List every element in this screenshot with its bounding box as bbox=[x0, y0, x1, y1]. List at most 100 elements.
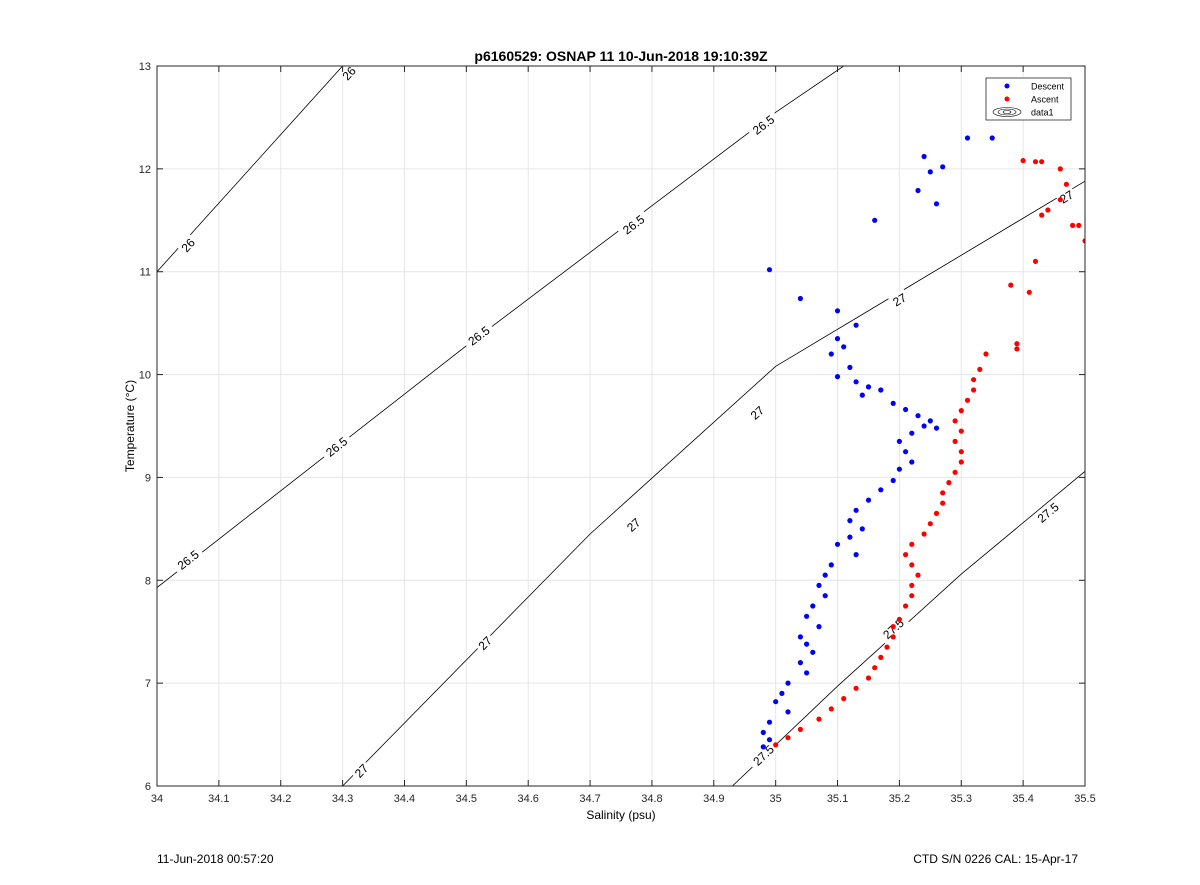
contour-label-text: 27 bbox=[1057, 187, 1076, 206]
y-tick-label: 7 bbox=[145, 678, 151, 690]
contour-label: 26 bbox=[337, 66, 361, 85]
descent-point bbox=[896, 466, 903, 472]
y-tick-label: 10 bbox=[139, 370, 151, 382]
descent-point bbox=[872, 217, 878, 223]
density-contours: 262626.526.526.526.526.527272727272727.5… bbox=[157, 66, 1085, 786]
descent-point bbox=[896, 438, 903, 444]
contour-label-text: 27 bbox=[476, 633, 496, 653]
x-tick-label: 34.9 bbox=[703, 793, 724, 805]
y-tick-label: 8 bbox=[145, 575, 151, 587]
contour-label-bg bbox=[170, 544, 205, 576]
ascent-point bbox=[952, 438, 958, 444]
ascent-point bbox=[773, 742, 779, 748]
x-tick-label: 35.1 bbox=[827, 793, 848, 805]
ascent-point bbox=[921, 531, 927, 537]
ascent-point bbox=[872, 665, 878, 671]
descent-point bbox=[841, 344, 847, 350]
ascent-point bbox=[971, 387, 977, 393]
ascent-point bbox=[909, 582, 915, 589]
ascent-point bbox=[977, 366, 983, 372]
contour-label-text: 27 bbox=[624, 515, 644, 535]
descent-point bbox=[797, 295, 804, 302]
x-tick-label: 35.5 bbox=[1074, 793, 1095, 805]
descent-point bbox=[853, 322, 859, 328]
descent-point bbox=[828, 562, 834, 568]
ascent-point bbox=[890, 624, 896, 630]
descent-point bbox=[834, 374, 841, 380]
descent-point bbox=[797, 634, 804, 640]
descent-point bbox=[933, 201, 940, 207]
ascent-point bbox=[828, 706, 834, 712]
descent-point bbox=[760, 729, 766, 736]
descent-point bbox=[760, 744, 766, 750]
ascent-point bbox=[958, 449, 964, 455]
descent-point bbox=[909, 430, 915, 436]
descent-point bbox=[878, 487, 884, 493]
x-tick-label: 34.5 bbox=[456, 793, 477, 805]
legend: Descent Ascent data1 bbox=[985, 77, 1072, 121]
ascent-point bbox=[1032, 159, 1039, 165]
ascent-point bbox=[884, 644, 890, 650]
descent-point bbox=[865, 384, 872, 390]
descent-point bbox=[921, 153, 927, 160]
ascent-point bbox=[915, 572, 921, 578]
ascent-point bbox=[1082, 238, 1085, 244]
ascent-point bbox=[940, 500, 946, 506]
ascent-point bbox=[940, 490, 946, 496]
ascent-point bbox=[1063, 181, 1069, 187]
contour-label-text: 27 bbox=[748, 403, 768, 423]
contour-label-bg bbox=[337, 66, 361, 85]
contour-label-bg bbox=[745, 401, 769, 424]
ascent-point bbox=[933, 510, 940, 516]
descent-point bbox=[909, 459, 915, 465]
ascent-point bbox=[1014, 346, 1020, 352]
descent-point bbox=[797, 660, 804, 666]
ascent-point bbox=[1008, 282, 1014, 288]
ascent-point bbox=[909, 541, 915, 547]
x-tick-label: 34.6 bbox=[517, 793, 538, 805]
ascent-point bbox=[896, 616, 903, 623]
ascent-point bbox=[797, 726, 804, 733]
footer-timestamp: 11-Jun-2018 00:57:20 bbox=[157, 852, 274, 866]
contour-label-bg bbox=[319, 431, 354, 462]
legend-ascent-marker bbox=[1004, 96, 1010, 102]
y-tick-label: 11 bbox=[140, 267, 151, 279]
descent-point bbox=[964, 135, 971, 141]
chart-title: p6160529: OSNAP 11 10-Jun-2018 19:10:39Z bbox=[474, 48, 768, 64]
descent-point bbox=[785, 680, 791, 686]
axes-frame bbox=[156, 65, 1086, 787]
descent-point bbox=[890, 400, 896, 406]
descent-point bbox=[834, 336, 841, 342]
ascent-point bbox=[841, 696, 847, 702]
ascent-point bbox=[952, 469, 958, 475]
contour-label: 27 bbox=[888, 288, 911, 311]
ascent-point bbox=[1039, 159, 1045, 165]
data-points bbox=[760, 135, 1085, 750]
legend-data1-label: data1 bbox=[1031, 108, 1054, 118]
contour-label-bg bbox=[746, 739, 780, 772]
descent-point bbox=[828, 351, 834, 357]
y-tick-label: 6 bbox=[145, 781, 151, 793]
x-tick-label: 34.2 bbox=[270, 793, 291, 805]
contour-label-bg bbox=[473, 631, 497, 655]
ascent-point bbox=[1026, 289, 1032, 295]
descent-point bbox=[847, 364, 853, 370]
contour-label-bg bbox=[1031, 496, 1065, 529]
legend-contour-icon bbox=[992, 107, 1022, 117]
descent-point bbox=[915, 187, 921, 194]
contour-label-text: 27 bbox=[352, 761, 372, 781]
contour-label: 26.5 bbox=[461, 320, 496, 351]
descent-point bbox=[853, 507, 859, 513]
contour-label-text: 26 bbox=[179, 235, 199, 255]
legend-descent-label: Descent bbox=[1031, 82, 1065, 92]
ascent-point bbox=[952, 418, 958, 424]
y-axis-label: Temperature (°C) bbox=[123, 380, 137, 472]
descent-point bbox=[804, 641, 810, 647]
ascent-point bbox=[878, 654, 884, 661]
ascent-point bbox=[853, 685, 859, 691]
descent-point bbox=[847, 534, 853, 540]
x-tick-label: 35.2 bbox=[889, 793, 910, 805]
descent-point bbox=[804, 613, 810, 619]
ascent-point bbox=[816, 716, 822, 722]
